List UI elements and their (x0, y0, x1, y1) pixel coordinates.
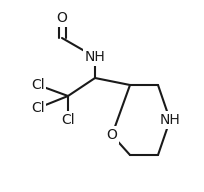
Text: Cl: Cl (31, 78, 45, 92)
Text: Cl: Cl (61, 113, 75, 127)
Text: Cl: Cl (31, 101, 45, 115)
Text: NH: NH (160, 113, 180, 127)
Text: NH: NH (85, 50, 105, 64)
Text: O: O (106, 128, 118, 142)
Text: O: O (57, 11, 68, 25)
